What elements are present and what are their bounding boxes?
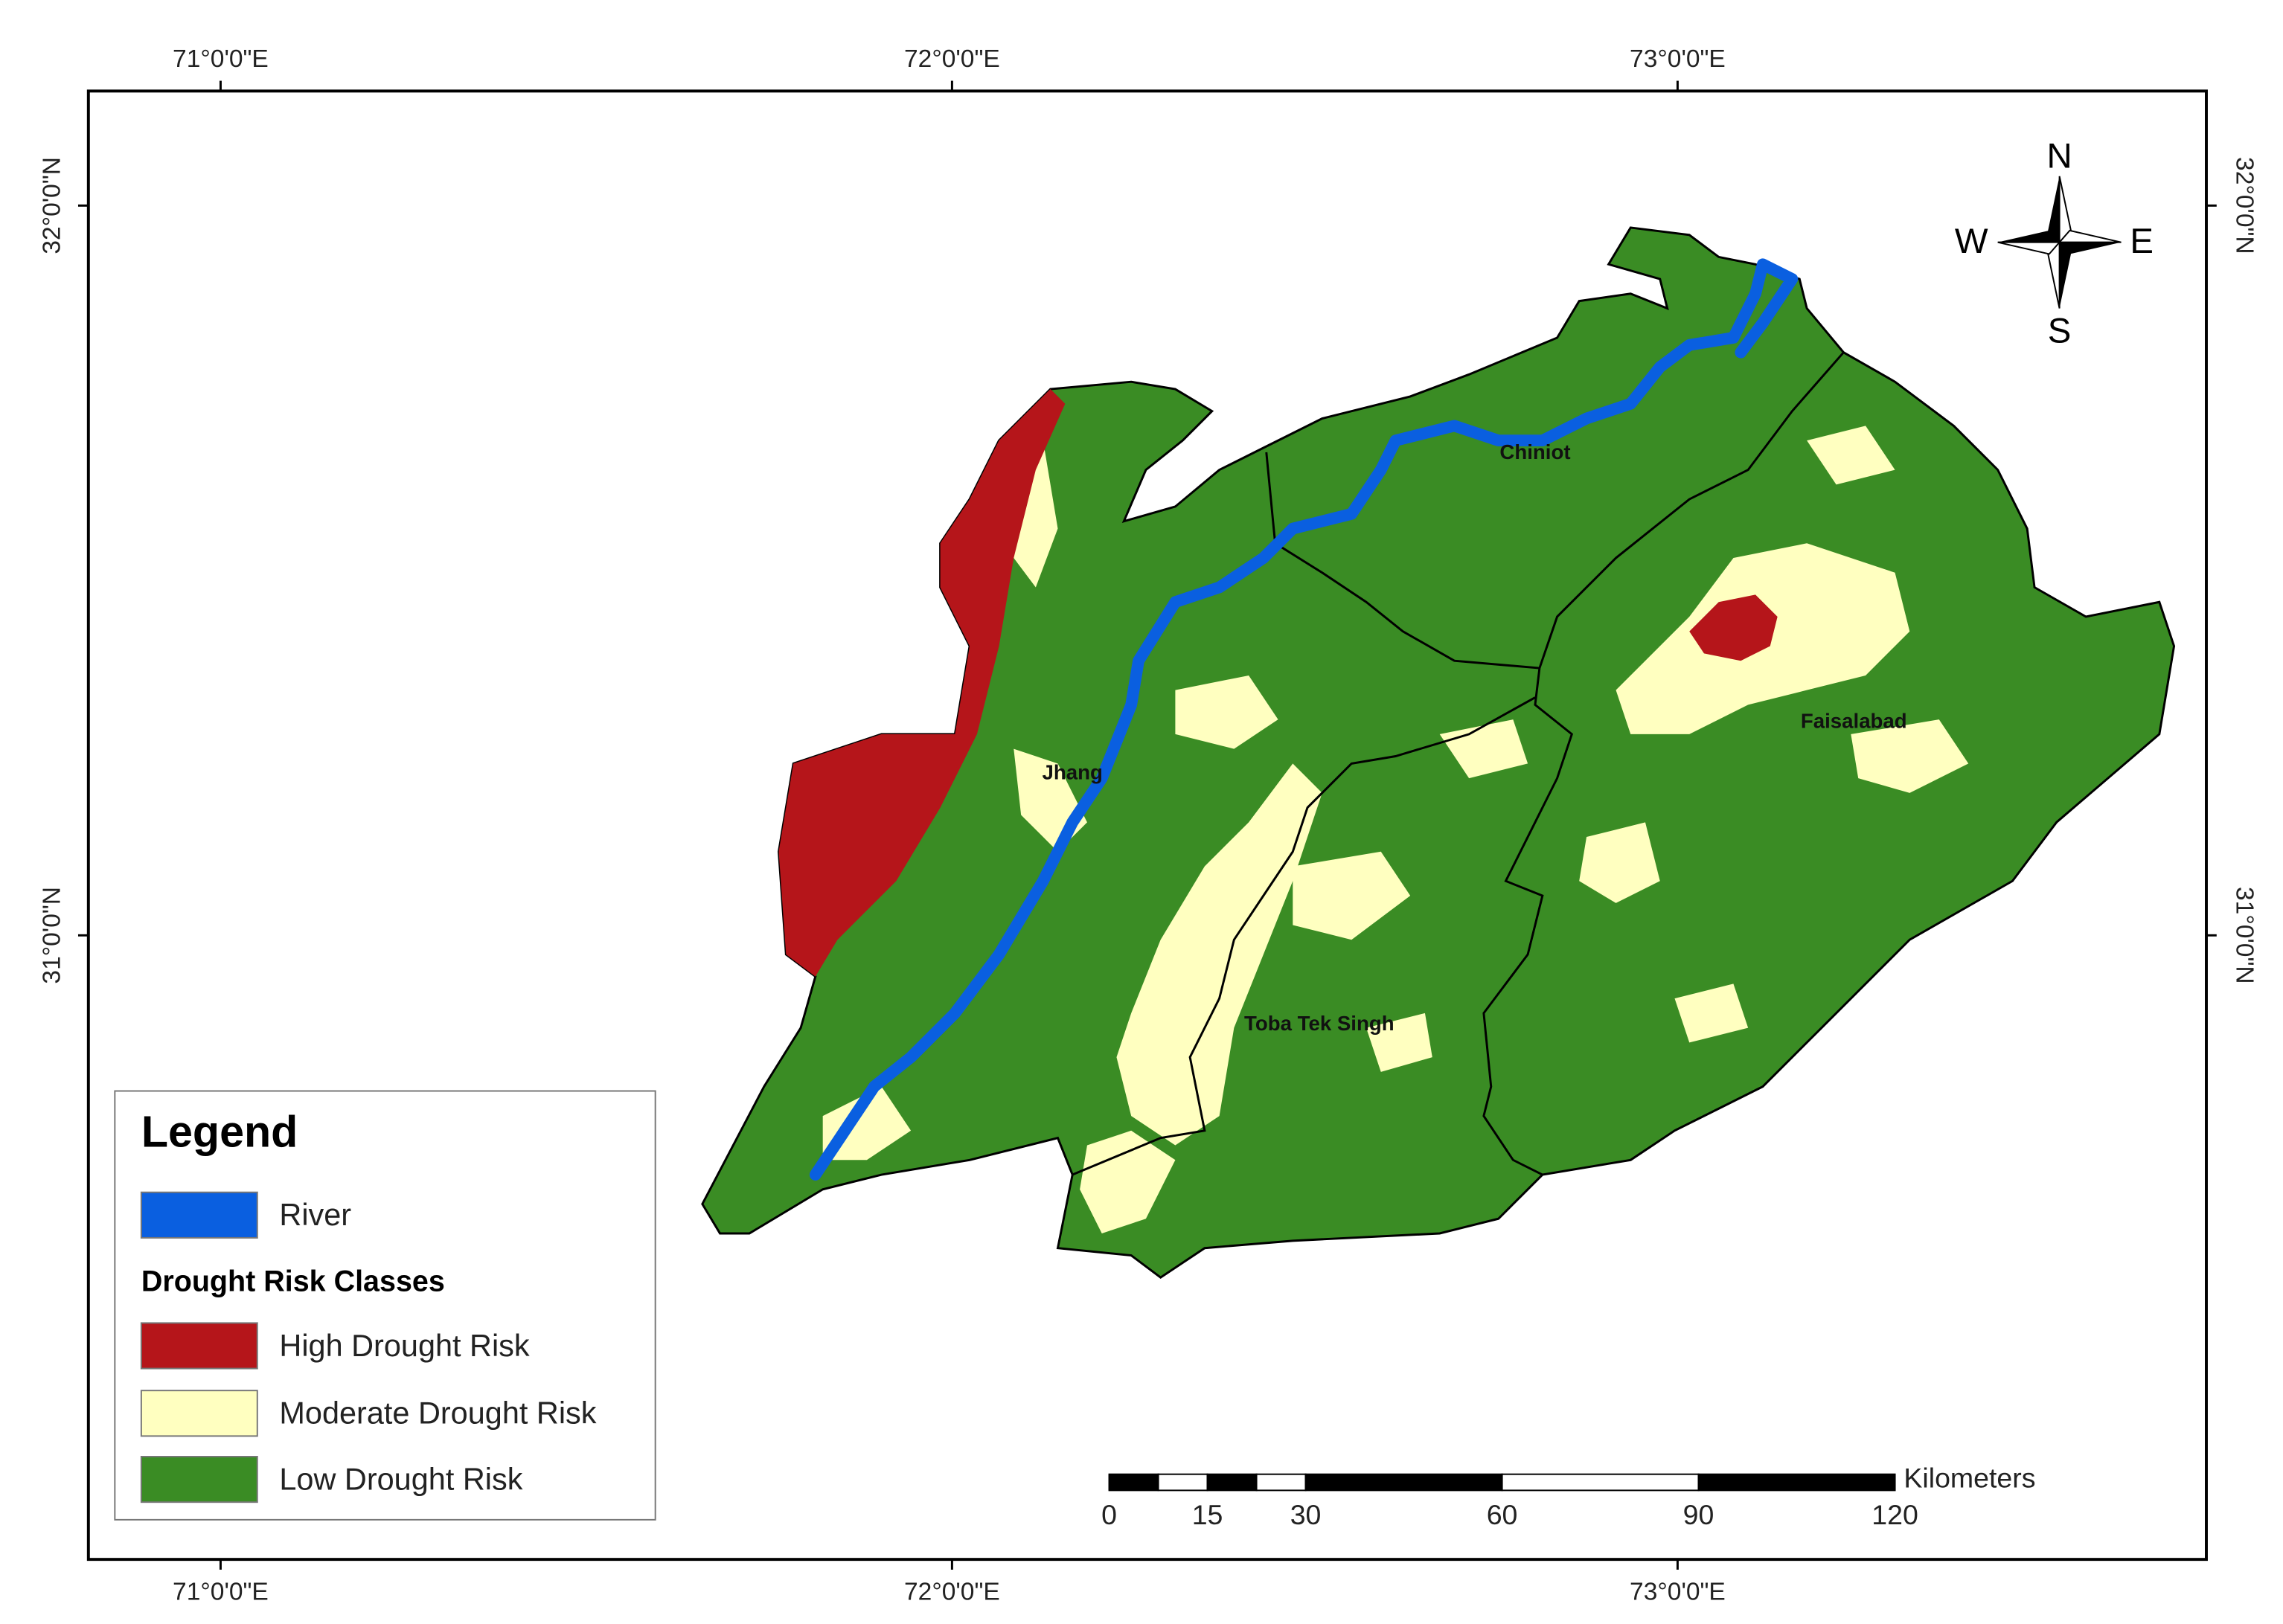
legend-title: Legend [141, 1106, 298, 1156]
longitude-label: 71°0'0"E [173, 45, 269, 73]
moderate-risk-areas [822, 426, 1969, 1233]
scale-unit: Kilometers [1903, 1462, 2035, 1493]
scale-segment [1697, 1473, 1896, 1492]
compass-west: W [1955, 222, 1988, 261]
legend-label: River [279, 1197, 351, 1232]
scale-segment [1108, 1473, 1159, 1492]
compass-rose [1997, 176, 2122, 309]
legend-swatch [140, 1390, 258, 1437]
place-label: Faisalabad [1801, 709, 1907, 732]
longitude-label: 71°0'0"E [173, 1578, 269, 1605]
longitude-label: 72°0'0"E [904, 1578, 1000, 1605]
longitude-label: 73°0'0"E [1630, 1578, 1726, 1605]
legend-label: Moderate Drought Risk [279, 1396, 596, 1431]
place-label: Chiniot [1499, 440, 1570, 463]
compass-north: N [2047, 137, 2072, 176]
latitude-label: 31°0'0"N [38, 887, 65, 984]
legend-swatch [140, 1456, 258, 1503]
place-label: Toba Tek Singh [1244, 1012, 1395, 1035]
legend-box [114, 1090, 656, 1521]
high-risk-area [778, 389, 1066, 977]
map-frame [86, 89, 2208, 1562]
scale-label: 0 [1101, 1499, 1117, 1530]
longitude-label: 73°0'0"E [1630, 45, 1726, 73]
scale-label: 15 [1192, 1499, 1223, 1530]
scale-label: 90 [1683, 1499, 1714, 1530]
scale-bar: 0 15 30 60 90 120 [1101, 1473, 1918, 1530]
latitude-label: 32°0'0"N [38, 157, 65, 254]
graticule-ticks [77, 80, 2217, 1570]
legend-label: High Drought Risk [279, 1328, 530, 1363]
latitude-label: 31°0'0"N [2230, 887, 2258, 984]
legend-label: Low Drought Risk [279, 1461, 522, 1496]
place-label: Jhang [1043, 760, 1103, 783]
scale-segment [1206, 1473, 1258, 1492]
compass-east: E [2130, 222, 2154, 261]
compass-south: S [2048, 312, 2072, 351]
scale-segment [1157, 1473, 1208, 1492]
scale-segment [1304, 1473, 1503, 1492]
scale-segment [1501, 1473, 1700, 1492]
river [809, 258, 1799, 1181]
longitude-label: 72°0'0"E [904, 45, 1000, 73]
region-low-risk [701, 226, 2176, 1280]
latitude-label: 32°0'0"N [2230, 157, 2258, 254]
legend-swatch [140, 1191, 258, 1239]
scale-label: 60 [1487, 1499, 1518, 1530]
legend-swatch [140, 1322, 258, 1370]
scale-label: 120 [1871, 1499, 1918, 1530]
legend-heading: Drought Risk Classes [141, 1265, 445, 1298]
scale-label: 30 [1290, 1499, 1322, 1530]
scale-segment [1255, 1473, 1307, 1492]
high-risk-area [1689, 594, 1778, 661]
